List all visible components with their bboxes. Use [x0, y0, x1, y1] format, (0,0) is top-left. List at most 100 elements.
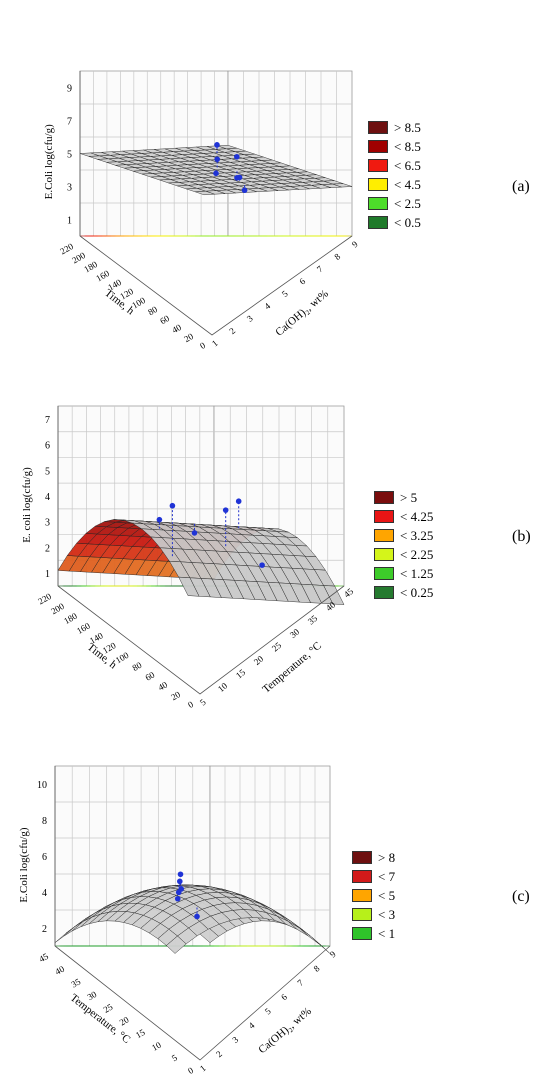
legend-item: < 1	[352, 924, 395, 943]
data-point	[222, 507, 229, 513]
x-tick-label: 180	[82, 259, 99, 275]
z-tick-label: 4	[45, 492, 50, 503]
z-tick-label: 6	[42, 852, 47, 863]
legend-item: < 8.5	[368, 137, 421, 156]
legend-item: < 0.25	[374, 583, 433, 602]
y-tick-label: 15	[234, 667, 248, 681]
x-tick-label: 10	[150, 1039, 163, 1052]
surface-plot-c: 246810051015202530354045123456789E.Coli …	[18, 765, 338, 1076]
x-tick-label: 30	[86, 989, 99, 1002]
legend-item: < 1.25	[374, 564, 433, 583]
x-tick-label: 200	[49, 601, 66, 617]
y-tick-label: 5	[280, 288, 290, 299]
data-points	[213, 142, 248, 194]
y-tick-label: 5	[198, 697, 208, 708]
x-tick-label: 220	[58, 241, 75, 257]
front-edge	[57, 585, 345, 695]
panel-label-c: (c)	[512, 888, 530, 905]
y-tick-label: 6	[279, 991, 289, 1002]
x-tick-label: 80	[146, 304, 159, 317]
legend-swatch	[374, 567, 394, 580]
y-tick-label: 2	[227, 326, 237, 337]
legend-label: < 4.25	[400, 508, 434, 524]
z-tick-label: 1	[67, 216, 72, 227]
surface-plot-a: 1357902040608010012014016018020022012345…	[43, 70, 360, 351]
legend-label: < 3	[378, 906, 396, 922]
legend-label: < 7	[378, 868, 396, 884]
z-axis-title: E.Coli log(cfu/g)	[18, 827, 30, 902]
legend-label: < 2.5	[394, 195, 421, 211]
legend-swatch	[374, 491, 394, 504]
y-tick-label: 20	[252, 653, 266, 667]
legend-swatch	[374, 548, 394, 561]
legend-label: < 5	[378, 887, 396, 903]
y-tick-label: 45	[342, 586, 356, 600]
legend-item: < 6.5	[368, 156, 421, 175]
legend-item: < 2.5	[368, 194, 421, 213]
y-tick-label: 2	[214, 1049, 224, 1060]
tick-labels: 1234567020406080100120140160180200220510…	[36, 415, 355, 710]
z-tick-label: 2	[45, 543, 50, 554]
legend-swatch	[368, 159, 388, 172]
z-tick-label: 6	[45, 441, 50, 452]
y-tick-label: 5	[263, 1006, 273, 1017]
z-axis-title: E.Coli log(cfu/g)	[43, 124, 55, 199]
legend-item: > 5	[374, 488, 433, 507]
response-surface	[79, 145, 353, 196]
legend-swatch	[352, 851, 372, 864]
x-tick-label: 40	[156, 679, 169, 692]
z-tick-label: 9	[67, 84, 72, 95]
data-points	[174, 871, 200, 920]
data-point	[259, 562, 265, 568]
panel-label-b: (b)	[512, 528, 531, 545]
legend-swatch	[352, 870, 372, 883]
legend-swatch	[352, 908, 372, 921]
legend-swatch	[368, 140, 388, 153]
data-point	[241, 187, 248, 194]
z-tick-label: 2	[42, 924, 47, 935]
data-points	[156, 498, 265, 568]
legend-swatch	[352, 889, 372, 902]
z-tick-label: 4	[42, 888, 47, 899]
y-tick-label: 10	[216, 680, 230, 694]
surface-cell	[178, 576, 200, 597]
data-point	[174, 895, 181, 902]
legend-swatch	[374, 510, 394, 523]
data-point	[156, 516, 163, 523]
x-tick-label: 160	[94, 268, 111, 284]
front-edge	[79, 235, 353, 336]
z-tick-label: 8	[42, 816, 47, 827]
axis-edges	[54, 766, 331, 1061]
legend-label: < 8.5	[394, 138, 421, 154]
z-tick-label: 3	[67, 183, 72, 194]
legend-item: < 3	[352, 905, 395, 924]
legend-swatch	[352, 927, 372, 940]
x-tick-label: 40	[170, 322, 183, 335]
z-axis-title: E. coli log(cfu/g)	[21, 467, 33, 543]
legend-item: < 3.25	[374, 526, 433, 545]
legend-item: < 7	[352, 867, 395, 886]
z-tick-label: 7	[45, 415, 50, 426]
z-tick-label: 3	[45, 518, 50, 529]
chart-panel-a: 1 3 5 7 9 0 20 40 60 80 100 120 140 160 180 200 220 1 2 3 4 5…	[0, 0, 550, 360]
legend-label: < 4.5	[394, 176, 421, 192]
z-tick-label: 1	[45, 569, 50, 580]
legend-a: > 8.5 < 8.5 < 6.5 < 4.5 < 2.5 < 0.5	[368, 118, 421, 232]
y-tick-label: 7	[295, 977, 305, 988]
legend-swatch	[374, 529, 394, 542]
legend-item: < 4.5	[368, 175, 421, 194]
z-tick-label: 7	[67, 117, 72, 128]
x-tick-label: 220	[36, 591, 53, 607]
data-point	[214, 156, 220, 163]
legend-item: < 5	[352, 886, 395, 905]
x-tick-label: 60	[143, 669, 156, 682]
x-tick-label: 20	[169, 689, 182, 702]
data-point	[175, 889, 182, 896]
y-tick-label: 25	[270, 640, 284, 654]
legend-label: < 0.25	[400, 584, 434, 600]
y-tick-label: 8	[312, 963, 322, 974]
legend-label: < 0.5	[394, 214, 421, 230]
x-tick-label: 200	[70, 250, 87, 266]
x-tick-label: 180	[62, 610, 79, 626]
front-edge	[54, 945, 331, 1061]
